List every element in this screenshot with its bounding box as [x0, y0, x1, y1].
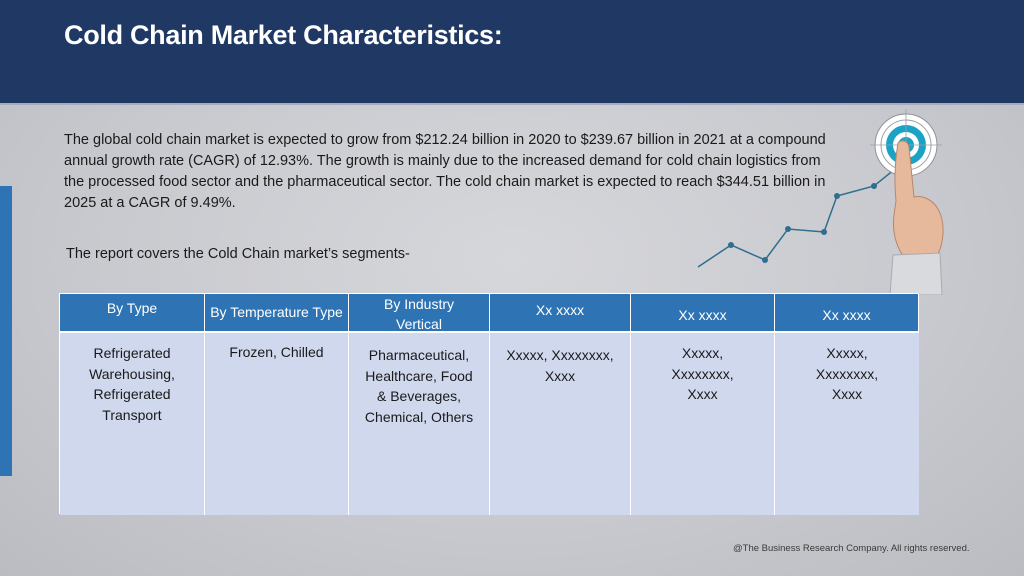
table-header-cell: By Industry Vertical	[349, 294, 490, 333]
intro-paragraph: The global cold chain market is expected…	[64, 132, 826, 211]
table-cell: Pharmaceutical, Healthcare, Food & Bever…	[349, 333, 490, 515]
table-header-cell: Xx xxxx	[775, 294, 919, 333]
segments-intro: The report covers the Cold Chain market’…	[66, 246, 410, 262]
table-header-cell: By Type	[60, 294, 205, 333]
table-cell: Xxxxx, Xxxxxxxx, Xxxx	[490, 333, 631, 515]
header-banner: Cold Chain Market Characteristics:	[0, 0, 1024, 105]
left-accent-bar	[0, 186, 12, 476]
footer-copyright: @The Business Research Company. All righ…	[733, 543, 970, 554]
segments-table: By Type By Temperature Type By Industry …	[59, 293, 919, 515]
table-header-cell: Xx xxxx	[631, 294, 775, 333]
table-header-cell: By Temperature Type	[205, 294, 349, 333]
page-title: Cold Chain Market Characteristics:	[64, 20, 503, 50]
table-cell: Xxxxx, Xxxxxxxx, Xxxx	[775, 333, 919, 515]
table-cell: Xxxxx, Xxxxxxxx, Xxxx	[631, 333, 775, 515]
target-hand-growth-line-icon	[697, 109, 944, 295]
table-header-cell: Xx xxxx	[490, 294, 631, 333]
table-cell: Frozen, Chilled	[205, 333, 349, 515]
table-cell: Refrigerated Warehousing, Refrigerated T…	[60, 333, 205, 515]
